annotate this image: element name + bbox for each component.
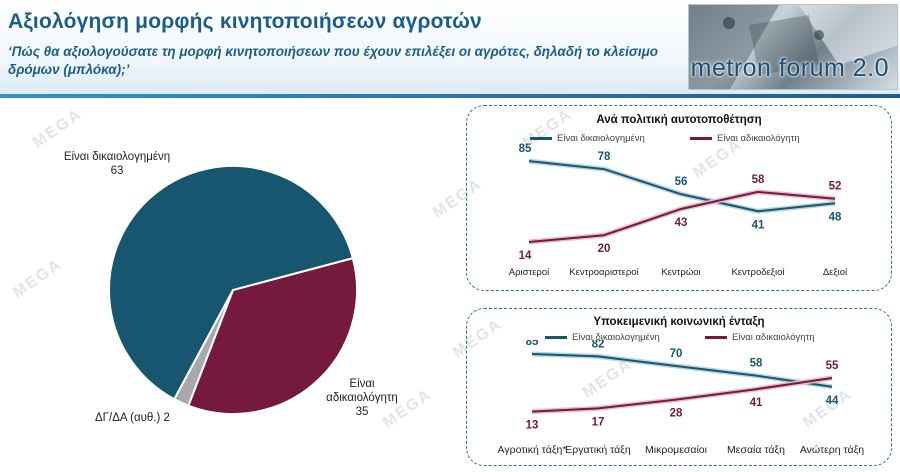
x-tick-label: Αριστεροί [509, 267, 550, 278]
legend-swatch-teal [530, 137, 552, 140]
data-label: 58 [752, 174, 765, 186]
header-divider [0, 94, 900, 98]
x-tick-label: Μεσαία τάξη [727, 444, 785, 456]
pie-chart [108, 165, 358, 415]
x-tick-label: Ανώτερη τάξη [800, 444, 864, 456]
chart-title-political: Ανά πολιτική αυτοτοποθέτηση [596, 114, 762, 126]
x-tick-label: Δεξιοί [823, 267, 848, 278]
data-label: 48 [829, 211, 842, 223]
x-tick-label: Κεντρώοι [661, 267, 700, 278]
pie-label-justified-value: 63 [110, 165, 124, 177]
line-chart-social: 85 82 70 58 44 13 17 28 41 55 Αγροτική τάξη*Εργατι… [498, 340, 865, 456]
data-label: 43 [675, 217, 688, 229]
data-label: 78 [598, 151, 611, 163]
x-tick-label: Κεντροδεξιοί [731, 267, 785, 278]
series-line-unjustified [531, 377, 833, 413]
legend-swatch-maroon [690, 137, 712, 140]
pie-label-unjustified-value: 35 [355, 406, 369, 418]
pie-label-unjustified-name: Είναι αδικαιολόγητη [326, 378, 398, 404]
legend-label: Είναι αδικαιολόγητη [717, 133, 800, 144]
data-label: 28 [670, 408, 683, 420]
page-subtitle: ‘Πώς θα αξιολογούσατε τη μορφή κινητοποι… [8, 44, 658, 77]
x-tick-label: Κεντροαριστεροί [569, 267, 639, 278]
x-tick-label: Μικρομεσαίοι [645, 444, 708, 456]
pie-label-dk: ΔΓ/ΔΑ (αυθ.) 2 [95, 412, 170, 424]
pie-label-justified-name: Είναι δικαιολογημένη [63, 151, 171, 163]
data-label: 41 [752, 219, 765, 231]
data-label: 20 [598, 243, 611, 255]
series-line-justified [528, 160, 836, 213]
legend-justified: Είναι δικαιολογημένη [545, 332, 660, 343]
legend-label: Είναι αδικαιολόγητη [732, 332, 815, 343]
logo-text: metron forum 2.0 [690, 54, 889, 82]
chart-title-social: Υποκειμενική κοινωνική ένταξη [593, 316, 765, 328]
legend-swatch-teal [545, 336, 567, 339]
legend-unjustified: Είναι αδικαιολόγητη [690, 133, 800, 144]
series-line-shadow [531, 375, 833, 415]
page-title: Αξιολόγηση μορφής κινητοποιήσεων αγροτών [8, 10, 482, 33]
line-chart-political: 85 78 56 41 48 14 20 43 58 52 Αριστεροί Κεντροαριστ… [509, 143, 848, 278]
pie-slice-justified [108, 165, 355, 401]
data-label: 41 [750, 397, 763, 409]
legend-swatch-maroon [705, 336, 727, 339]
data-label: 82 [592, 340, 605, 350]
data-label: 17 [592, 416, 605, 428]
logo: metron forum 2.0 [688, 4, 898, 90]
data-label: 58 [750, 358, 763, 370]
legend-justified: Είναι δικαιολογημένη [530, 133, 645, 144]
data-label: 85 [526, 340, 539, 348]
data-label: 85 [519, 143, 532, 155]
legend-unjustified: Είναι αδικαιολόγητη [705, 332, 815, 343]
legend-label: Είναι δικαιολογημένη [572, 332, 660, 343]
pie-label-unjustified: Είναι αδικαιολόγητη 35 [322, 377, 402, 419]
series-line-justified [531, 353, 833, 388]
series-line-unjustified [528, 190, 836, 244]
data-label: 70 [670, 348, 683, 360]
data-label: 13 [526, 420, 539, 432]
chart-panel-political [466, 105, 892, 291]
pie-label-justified: Είναι δικαιολογημένη 63 [62, 150, 172, 178]
data-label: 52 [829, 181, 842, 193]
x-tick-label: Αγροτική τάξη* [498, 444, 567, 456]
data-label: 44 [826, 395, 839, 407]
data-label: 56 [675, 176, 688, 188]
data-label: 14 [519, 250, 532, 262]
chart-panel-social [466, 308, 892, 466]
legend-label: Είναι δικαιολογημένη [557, 133, 645, 144]
x-tick-label: Εργατική τάξη [565, 444, 631, 456]
logo-photo [689, 5, 897, 89]
watermark: MEGA [9, 255, 66, 302]
data-label: 55 [826, 360, 839, 372]
